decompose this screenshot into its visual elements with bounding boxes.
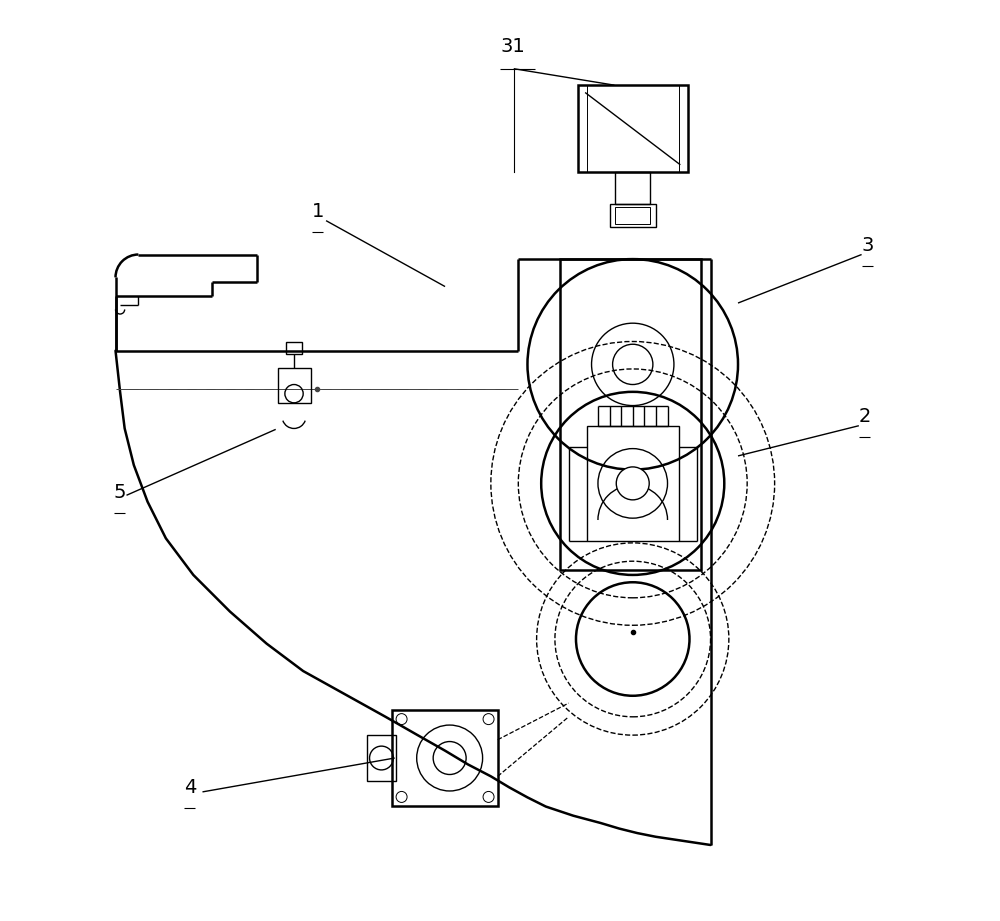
Bar — [392, 710, 498, 806]
Text: 1: 1 — [312, 202, 325, 221]
Bar — [615, 207, 650, 225]
Bar — [587, 426, 679, 541]
Bar — [367, 735, 396, 781]
Text: 2: 2 — [859, 407, 871, 426]
Text: 31: 31 — [500, 37, 525, 56]
Bar — [615, 172, 650, 204]
Bar — [560, 259, 701, 570]
Bar — [278, 368, 311, 402]
Bar — [286, 343, 302, 355]
Bar — [578, 85, 688, 172]
Text: 4: 4 — [184, 778, 197, 798]
Text: 3: 3 — [862, 236, 874, 254]
Bar — [610, 204, 656, 227]
Circle shape — [616, 467, 649, 500]
Text: 5: 5 — [114, 483, 126, 502]
